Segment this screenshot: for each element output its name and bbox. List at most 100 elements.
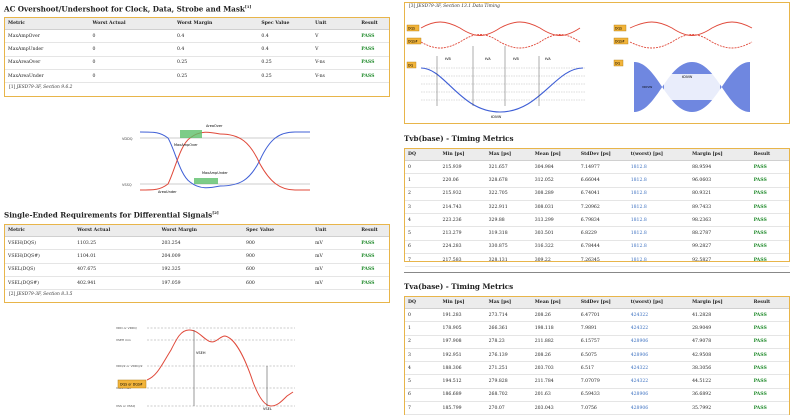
se-section-title: Single-Ended Requirements for Differenti… <box>4 210 219 219</box>
result-badge: PASS <box>750 173 789 188</box>
worst-time-link[interactable]: 1812.8 <box>627 240 690 255</box>
timing-ref-num: [3] <box>409 4 416 9</box>
table-cell: 308.031 <box>531 200 578 215</box>
table-row: 7 217.583 328.131 309.22 7.26345 1812.8 92.582… <box>405 253 789 268</box>
worst-time-link[interactable]: 424322 <box>627 374 690 389</box>
worst-time-link[interactable]: 1812.8 <box>627 226 690 241</box>
table-cell: 6.15757 <box>577 335 628 349</box>
single-ended-diagram: VDD or VDDQ VSEH min VDD/2 or VDDQ/2 VSE… <box>116 326 295 411</box>
table-cell: V <box>312 29 359 44</box>
column-header: Worst Margin <box>173 18 259 30</box>
table-cell: 194.512 <box>439 374 486 389</box>
table-cell: 47.9078 <box>689 335 751 349</box>
worst-time-link[interactable]: 428906 <box>627 401 690 416</box>
table-cell: 0 <box>89 69 174 84</box>
table-cell: 185.799 <box>439 401 486 416</box>
worst-time-link[interactable]: 1812.8 <box>627 213 690 228</box>
eye-diagram: DQS DQS# DQ tDIVW VDIVW <box>613 21 753 112</box>
table-cell: 279.828 <box>485 374 532 389</box>
result-badge: PASS <box>750 240 789 255</box>
table-row: 1 220.06 328.678 312.052 6.66044 1812.8 96.060… <box>405 173 789 188</box>
worst-time-link[interactable]: 424322 <box>627 308 690 323</box>
max-amp-over-label: MaxAmpOver <box>174 143 198 147</box>
table-row: 3 214.743 322.911 308.031 7.20962 1812.8 89.74… <box>405 200 789 215</box>
result-badge: PASS <box>750 253 789 268</box>
worst-time-link[interactable]: 428906 <box>627 388 690 403</box>
table-row: 4 223.236 329.88 313.299 6.79834 1812.8 98.236… <box>405 213 789 228</box>
column-header: Max [ps] <box>485 297 532 309</box>
se-footnote: [2] JESD79-3F, Section 8.3.5 <box>5 290 389 299</box>
table-cell: 0 <box>89 42 174 57</box>
result-badge: PASS <box>750 226 789 241</box>
table-cell: 304.984 <box>531 160 578 175</box>
dqs-tag <box>117 379 147 389</box>
timing-ref: [3] JESD79-3F, Section 13.1 Data Timing <box>405 3 789 11</box>
dqs-n-wave <box>420 34 581 49</box>
table-cell: 44.5122 <box>689 374 751 389</box>
table-cell: 215.939 <box>439 160 486 175</box>
table-cell: MaxAreaOver <box>5 56 90 70</box>
table-cell: 204.009 <box>158 249 244 264</box>
vssq-label: VSSQ <box>122 183 132 187</box>
table-cell: 1103.25 <box>74 236 159 251</box>
table-cell: 900 <box>243 236 313 251</box>
table-cell: 208.26 <box>531 348 578 363</box>
table-cell: 220.06 <box>439 173 486 188</box>
table-row: 2 215.932 322.705 308.289 6.74041 1812.8 80.93… <box>405 187 789 201</box>
worst-time-link[interactable]: 1812.8 <box>627 173 690 188</box>
column-header: Worst Actual <box>89 18 174 30</box>
tva-label-2: tVA <box>545 57 551 61</box>
table-cell: 402.941 <box>74 276 159 291</box>
result-badge: PASS <box>358 56 389 70</box>
table-cell: 1 <box>405 173 440 188</box>
worst-time-link[interactable]: 1812.8 <box>627 200 690 215</box>
table-cell: mV <box>312 249 359 264</box>
table-cell: 42.9508 <box>689 348 751 363</box>
table-cell: 198.118 <box>531 321 578 336</box>
table-cell: 88.9594 <box>689 160 751 175</box>
tva-title-text: Tva(base) - Timing Metrics <box>404 282 514 291</box>
column-header: Unit <box>312 225 359 237</box>
table-cell: 178.905 <box>439 321 486 336</box>
worst-time-link[interactable]: 1812.8 <box>627 160 690 175</box>
table-cell: 271.251 <box>485 361 532 376</box>
table-header-row: DQ Min [ps] Max [ps] Mean [ps] StdDev [ps] t(… <box>405 297 789 309</box>
column-header: StdDev [ps] <box>577 297 628 309</box>
table-cell: 600 <box>243 276 313 291</box>
worst-time-link[interactable]: 1812.8 <box>627 187 690 201</box>
result-badge: PASS <box>358 29 389 44</box>
worst-time-link[interactable]: 424322 <box>627 361 690 376</box>
column-header: Worst Margin <box>158 225 244 237</box>
se-title-ref[interactable]: [2] <box>212 210 219 215</box>
column-header: Result <box>750 297 789 309</box>
worst-time-link[interactable]: 428906 <box>627 335 690 349</box>
column-header: Min [ps] <box>439 149 486 161</box>
table-header-row: DQ Min [ps] Max [ps] Mean [ps] StdDev [ps] t(… <box>405 149 789 161</box>
table-cell: 0.4 <box>258 42 313 57</box>
table-cell: 329.88 <box>485 213 532 228</box>
table-cell: mV <box>312 263 359 277</box>
section-divider <box>404 272 790 273</box>
table-cell: 6.59433 <box>577 388 628 403</box>
table-cell: 5 <box>405 374 440 389</box>
result-badge: PASS <box>358 249 389 264</box>
worst-time-link[interactable]: 424322 <box>627 321 690 336</box>
table-cell: 192.325 <box>158 263 244 277</box>
tvb-title-text: Tvb(base) - Timing Metrics <box>404 134 514 143</box>
worst-time-link[interactable]: 1812.8 <box>627 253 690 268</box>
column-header: Worst Actual <box>74 225 159 237</box>
table-cell: 4 <box>405 213 440 228</box>
ac-title-ref[interactable]: [1] <box>244 4 252 9</box>
table-cell: 316.322 <box>531 240 578 255</box>
tdivw-label: tDIVW <box>491 115 502 119</box>
table-cell: MaxAmpOver <box>5 29 90 44</box>
table-row: 7 185.799 270.07 203.043 7.0756 428906 35.7992… <box>405 401 789 416</box>
table-cell: 197.059 <box>158 276 244 291</box>
dq-tag <box>613 59 624 67</box>
column-header: Metric <box>5 18 90 30</box>
table-row: VSEH(DQS#) 1104.01 204.009 900 mV PASS <box>5 249 389 264</box>
column-header: t(worst) [ps] <box>627 149 690 161</box>
worst-time-link[interactable]: 428906 <box>627 348 690 363</box>
table-row: 2 197.908 278.23 211.882 6.15757 428906 47.907… <box>405 335 789 349</box>
table-cell: MaxAmpUnder <box>5 42 90 57</box>
